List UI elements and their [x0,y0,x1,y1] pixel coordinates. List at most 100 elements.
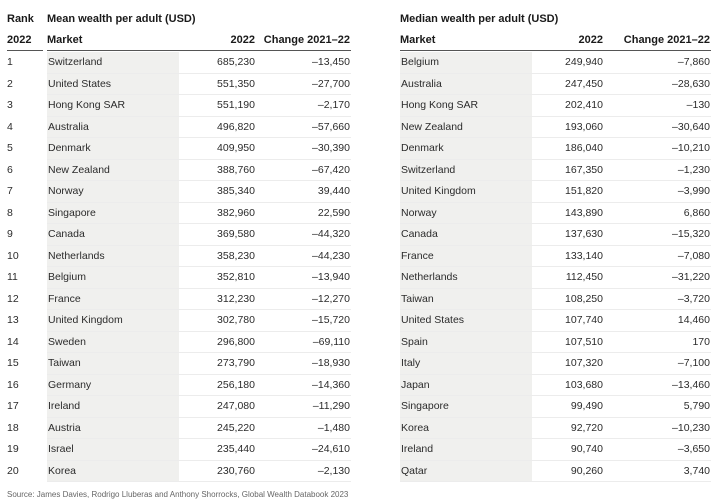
table-row: Canada 137,630 –15,320 [400,224,711,246]
value-cell: 249,940 [565,56,603,68]
table-row: Austria 245,220 –1,480 [47,417,351,439]
table-row: Switzerland 167,350 –1,230 [400,159,711,181]
market-cell: United States [400,310,532,331]
rank-cell: 11 [7,271,18,283]
table-row: Taiwan 273,790 –18,930 [47,353,351,375]
table-row: Switzerland 685,230 –13,450 [47,52,351,74]
market-cell: Netherlands [47,245,179,266]
mean-change-header: Change 2021–22 [263,34,350,46]
median-wealth-title: Median wealth per adult (USD) [400,13,559,25]
table-row: Netherlands 358,230 –44,230 [47,245,351,267]
table-row: Singapore 382,960 22,590 [47,202,351,224]
change-cell: –27,700 [312,77,350,90]
market-cell: Ireland [400,439,532,460]
value-cell: 143,890 [565,206,603,219]
market-cell: United Kingdom [47,310,179,331]
table-row: Israel 235,440 –24,610 [47,439,351,461]
market-cell: Taiwan [400,288,532,309]
rank-cell: 20 [7,464,19,477]
market-cell: Australia [47,116,179,137]
market-cell: Japan [400,374,532,395]
change-cell: –44,320 [312,228,350,240]
table-row: France 312,230 –12,270 [47,288,351,310]
table-row: Norway 143,890 6,860 [400,202,711,224]
table-row: Hong Kong SAR 202,410 –130 [400,95,711,117]
market-cell: Singapore [400,396,532,417]
market-cell: France [47,288,179,309]
market-cell: Israel [47,439,179,460]
rank-year-header: 2022 [7,34,32,46]
change-cell: 14,460 [677,314,710,326]
table-row: Canada 369,580 –44,320 [47,224,351,246]
mean-wealth-table: Switzerland 685,230 –13,450 United States 55… [47,52,351,482]
market-cell: Hong Kong SAR [47,95,179,116]
market-cell: Taiwan [47,353,179,374]
change-cell: 6,860 [683,206,710,219]
market-cell: Belgium [400,52,532,73]
market-cell: New Zealand [47,159,179,180]
market-cell: United Kingdom [400,181,532,202]
median-market-header: Market [400,34,436,46]
table-row: Norway 385,340 39,440 [47,181,351,203]
change-cell: 39,440 [317,185,350,197]
value-cell: 551,190 [217,99,255,111]
table-row: Australia 496,820 –57,660 [47,116,351,138]
change-cell: –69,110 [312,335,350,348]
rank-cell: 17 [7,400,19,412]
change-cell: –13,450 [312,56,350,68]
table-row: Qatar 90,260 3,740 [400,460,711,482]
rank-cell: 19 [7,443,19,455]
table-row: Netherlands 112,450 –31,220 [400,267,711,289]
table-row: United Kingdom 302,780 –15,720 [47,310,351,332]
change-cell: –1,480 [317,421,350,434]
market-cell: Germany [47,374,179,395]
rank-cell: 7 [7,185,13,197]
change-cell: –3,650 [677,443,710,455]
value-cell: 90,740 [570,443,603,455]
table-row: Italy 107,320 –7,100 [400,353,711,375]
change-cell: –130 [686,99,710,111]
table-row: United Kingdom 151,820 –3,990 [400,181,711,203]
market-cell: Qatar [400,460,532,481]
table-row: United States 107,740 14,460 [400,310,711,332]
change-cell: –31,220 [672,271,710,283]
value-cell: 186,040 [565,142,603,154]
table-row: France 133,140 –7,080 [400,245,711,267]
value-cell: 273,790 [217,357,255,369]
value-cell: 108,250 [565,292,603,305]
market-cell: France [400,245,532,266]
value-cell: 151,820 [565,185,603,197]
change-cell: –1,230 [677,163,710,176]
rank-cell: 15 [7,357,19,369]
value-cell: 137,630 [565,228,603,240]
change-cell: 3,740 [683,464,710,477]
value-cell: 92,720 [570,421,603,434]
change-cell: –11,290 [312,400,350,412]
value-cell: 112,450 [565,271,603,283]
rank-cell: 10 [7,249,19,262]
change-cell: –24,610 [312,443,350,455]
value-cell: 133,140 [565,249,603,262]
change-cell: 170 [692,335,710,348]
table-row: Belgium 249,940 –7,860 [400,52,711,74]
value-cell: 496,820 [217,120,255,133]
value-cell: 685,230 [217,56,255,68]
change-cell: 22,590 [317,206,350,219]
rank-header-divider [7,50,43,51]
value-cell: 107,320 [565,357,603,369]
value-cell: 385,340 [217,185,255,197]
table-row: Spain 107,510 170 [400,331,711,353]
change-cell: –2,130 [317,464,350,477]
value-cell: 193,060 [565,120,603,133]
change-cell: –44,230 [312,249,350,262]
market-cell: Ireland [47,396,179,417]
change-cell: –7,080 [677,249,710,262]
value-cell: 388,760 [217,163,255,176]
mean-market-header: Market [47,34,83,46]
market-cell: Sweden [47,331,179,352]
table-row: Korea 230,760 –2,130 [47,460,351,482]
market-cell: Korea [400,417,532,438]
market-cell: Canada [400,224,532,245]
rank-cell: 14 [7,335,19,348]
market-cell: Hong Kong SAR [400,95,532,116]
